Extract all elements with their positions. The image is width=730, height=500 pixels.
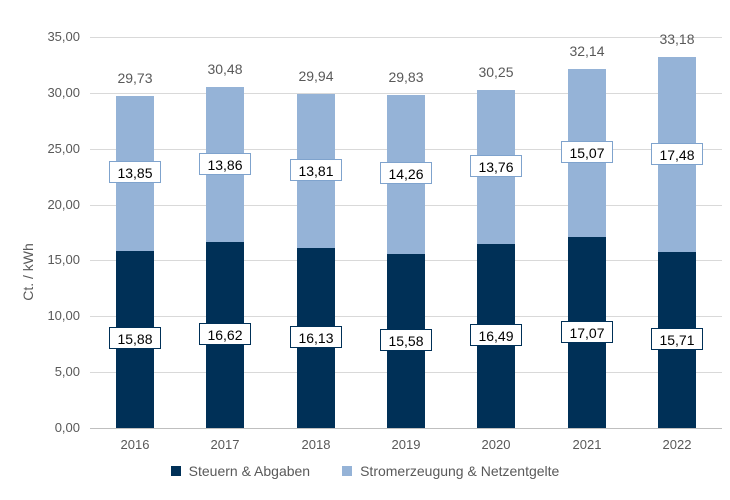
bar-value-label-steuern: 15,71 [651, 328, 703, 350]
x-axis-line [90, 428, 722, 429]
bar-total-label: 30,25 [478, 64, 514, 80]
x-tick-label: 2016 [120, 437, 150, 452]
bar-total-label: 30,48 [207, 61, 243, 77]
bar-value-label-stromerzeugung: 13,85 [109, 161, 161, 183]
y-tick-label: 30,00 [47, 85, 80, 100]
bar-total-label: 29,73 [117, 70, 153, 86]
legend-label-steuern: Steuern & Abgaben [188, 463, 311, 479]
x-tick-label: 2018 [301, 437, 331, 452]
x-tick-label: 2019 [391, 437, 421, 452]
bar-value-label-stromerzeugung: 15,07 [561, 141, 613, 163]
x-tick-label: 2017 [210, 437, 240, 452]
gridline [90, 93, 722, 94]
bar-value-label-steuern: 15,58 [380, 329, 432, 351]
bar-total-label: 33,18 [659, 31, 695, 47]
legend-item-stromerzeugung: Stromerzeugung & Netzentgelte [342, 463, 559, 479]
y-tick-label: 35,00 [47, 29, 80, 44]
gridline [90, 37, 722, 38]
bar-value-label-steuern: 15,88 [109, 327, 161, 349]
y-tick-label: 0,00 [54, 420, 80, 435]
bar-value-label-steuern: 16,62 [199, 323, 251, 345]
bar-total-label: 29,83 [388, 69, 424, 85]
legend-label-stromerzeugung: Stromerzeugung & Netzentgelte [360, 463, 560, 479]
bar-value-label-stromerzeugung: 13,86 [199, 153, 251, 175]
legend-swatch-steuern-icon [170, 466, 181, 476]
x-tick-label: 2022 [662, 437, 692, 452]
bar-total-label: 29,94 [298, 68, 334, 84]
bar-value-label-steuern: 16,49 [470, 324, 522, 346]
legend: Steuern & Abgaben Stromerzeugung & Netze… [0, 463, 730, 479]
y-tick-label: 20,00 [47, 197, 80, 212]
bar-value-label-steuern: 16,13 [290, 326, 342, 348]
bar-value-label-steuern: 17,07 [561, 321, 613, 343]
bar-value-label-stromerzeugung: 14,26 [380, 162, 432, 184]
y-tick-label: 5,00 [54, 364, 80, 379]
bar-value-label-stromerzeugung: 13,76 [470, 155, 522, 177]
x-tick-label: 2020 [481, 437, 511, 452]
legend-swatch-stromerzeugung-icon [342, 466, 353, 476]
bar-total-label: 32,14 [569, 43, 605, 59]
y-tick-label: 25,00 [47, 141, 80, 156]
y-tick-label: 10,00 [47, 308, 80, 323]
bar-value-label-stromerzeugung: 17,48 [651, 143, 703, 165]
bar-value-label-stromerzeugung: 13,81 [290, 159, 342, 181]
x-tick-label: 2021 [572, 437, 602, 452]
legend-item-steuern: Steuern & Abgaben [170, 463, 311, 479]
y-tick-label: 15,00 [47, 252, 80, 267]
